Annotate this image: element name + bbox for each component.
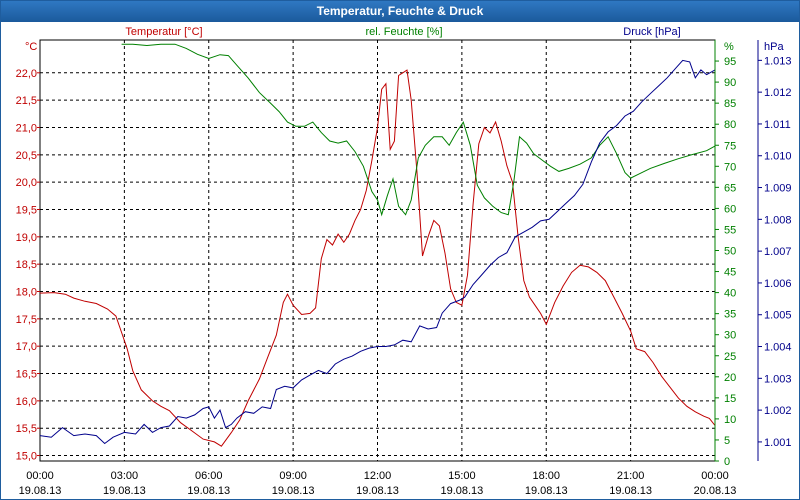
press-tick-label: 1.011 — [764, 119, 791, 131]
hum-tick-label: 90 — [724, 77, 736, 89]
press-tick-label: 1.007 — [764, 246, 792, 258]
hum-tick-label: 95 — [724, 56, 736, 68]
x-tick-time: 06:00 — [195, 470, 223, 482]
temp-tick-label: 19,0 — [16, 232, 37, 244]
temp-tick-label: 17,0 — [16, 341, 37, 353]
hum-tick-label: 35 — [724, 309, 736, 321]
temp-tick-label: 20,0 — [16, 177, 37, 189]
press-tick-label: 1.012 — [764, 87, 792, 99]
hum-tick-label: 30 — [724, 330, 736, 342]
temp-tick-label: 22,0 — [16, 68, 37, 80]
hum-tick-label: 5 — [724, 435, 730, 447]
temp-tick-label: 15,0 — [16, 451, 37, 463]
x-tick-time: 09:00 — [279, 470, 307, 482]
x-tick-date: 19.08.13 — [356, 485, 399, 497]
temp-unit: °C — [25, 41, 37, 53]
temp-tick-label: 18,5 — [16, 259, 37, 271]
temp-axis-title: Temperatur [°C] — [125, 26, 202, 38]
series-line-press — [40, 59, 715, 445]
press-tick-label: 1.010 — [764, 151, 792, 163]
hum-tick-label: 65 — [724, 182, 736, 194]
x-tick-time: 15:00 — [448, 470, 476, 482]
x-tick-time: 18:00 — [532, 470, 560, 482]
series-group — [40, 43, 715, 447]
hum-axis-title: rel. Feuchte [%] — [365, 26, 442, 38]
press-unit: hPa — [764, 41, 784, 53]
x-tick-date: 19.08.13 — [525, 485, 568, 497]
hum-tick-label: 75 — [724, 140, 736, 152]
hum-tick-label: 40 — [724, 288, 736, 300]
axes-group: 00:00 19.08.13 03:00 19.08.13 06:00 19.08.13 0… — [16, 26, 792, 497]
temp-tick-label: 17,5 — [16, 314, 37, 326]
temp-tick-label: 21,0 — [16, 122, 37, 134]
temp-tick-label: 15,5 — [16, 423, 37, 435]
x-tick-date: 19.08.13 — [272, 485, 315, 497]
hum-tick-label: 80 — [724, 119, 736, 131]
hum-tick-label: 45 — [724, 267, 736, 279]
x-tick-date: 19.08.13 — [187, 485, 230, 497]
press-tick-label: 1.002 — [764, 405, 792, 417]
press-tick-label: 1.001 — [764, 437, 792, 449]
hum-tick-label: 15 — [724, 393, 736, 405]
temp-tick-label: 16,0 — [16, 396, 37, 408]
temp-tick-label: 21,5 — [16, 95, 37, 107]
press-tick-label: 1.003 — [764, 373, 792, 385]
press-axis-title: Druck [hPa] — [623, 26, 680, 38]
hum-tick-label: 60 — [724, 203, 736, 215]
hum-tick-label: 85 — [724, 98, 736, 110]
temp-tick-label: 19,5 — [16, 204, 37, 216]
hum-tick-label: 20 — [724, 372, 736, 384]
x-tick-date: 19.08.13 — [103, 485, 146, 497]
hum-tick-label: 0 — [724, 456, 730, 468]
press-tick-label: 1.008 — [764, 214, 792, 226]
hum-tick-label: 10 — [724, 414, 736, 426]
x-tick-time: 00:00 — [701, 470, 729, 482]
press-tick-label: 1.005 — [764, 310, 792, 322]
x-tick-time: 12:00 — [364, 470, 392, 482]
x-tick-date: 19.08.13 — [609, 485, 652, 497]
x-tick-date: 19.08.13 — [19, 485, 62, 497]
hum-unit: % — [724, 41, 734, 53]
press-tick-label: 1.013 — [764, 55, 792, 67]
series-line-temp — [40, 69, 715, 447]
temp-tick-label: 18,0 — [16, 287, 37, 299]
temp-tick-label: 20,5 — [16, 150, 37, 162]
hum-tick-label: 70 — [724, 161, 736, 173]
temp-tick-label: 16,5 — [16, 369, 37, 381]
hum-tick-label: 55 — [724, 224, 736, 236]
press-tick-label: 1.006 — [764, 278, 792, 290]
x-tick-time: 00:00 — [26, 470, 54, 482]
x-tick-time: 21:00 — [617, 470, 645, 482]
x-tick-date: 19.08.13 — [440, 485, 483, 497]
press-tick-label: 1.004 — [764, 342, 792, 354]
x-tick-date: 20.08.13 — [694, 485, 737, 497]
window-title: Temperatur, Feuchte & Druck — [1, 1, 799, 22]
hum-tick-label: 25 — [724, 351, 736, 363]
press-tick-label: 1.009 — [764, 183, 792, 195]
hum-tick-label: 50 — [724, 246, 736, 258]
x-tick-time: 03:00 — [111, 470, 139, 482]
